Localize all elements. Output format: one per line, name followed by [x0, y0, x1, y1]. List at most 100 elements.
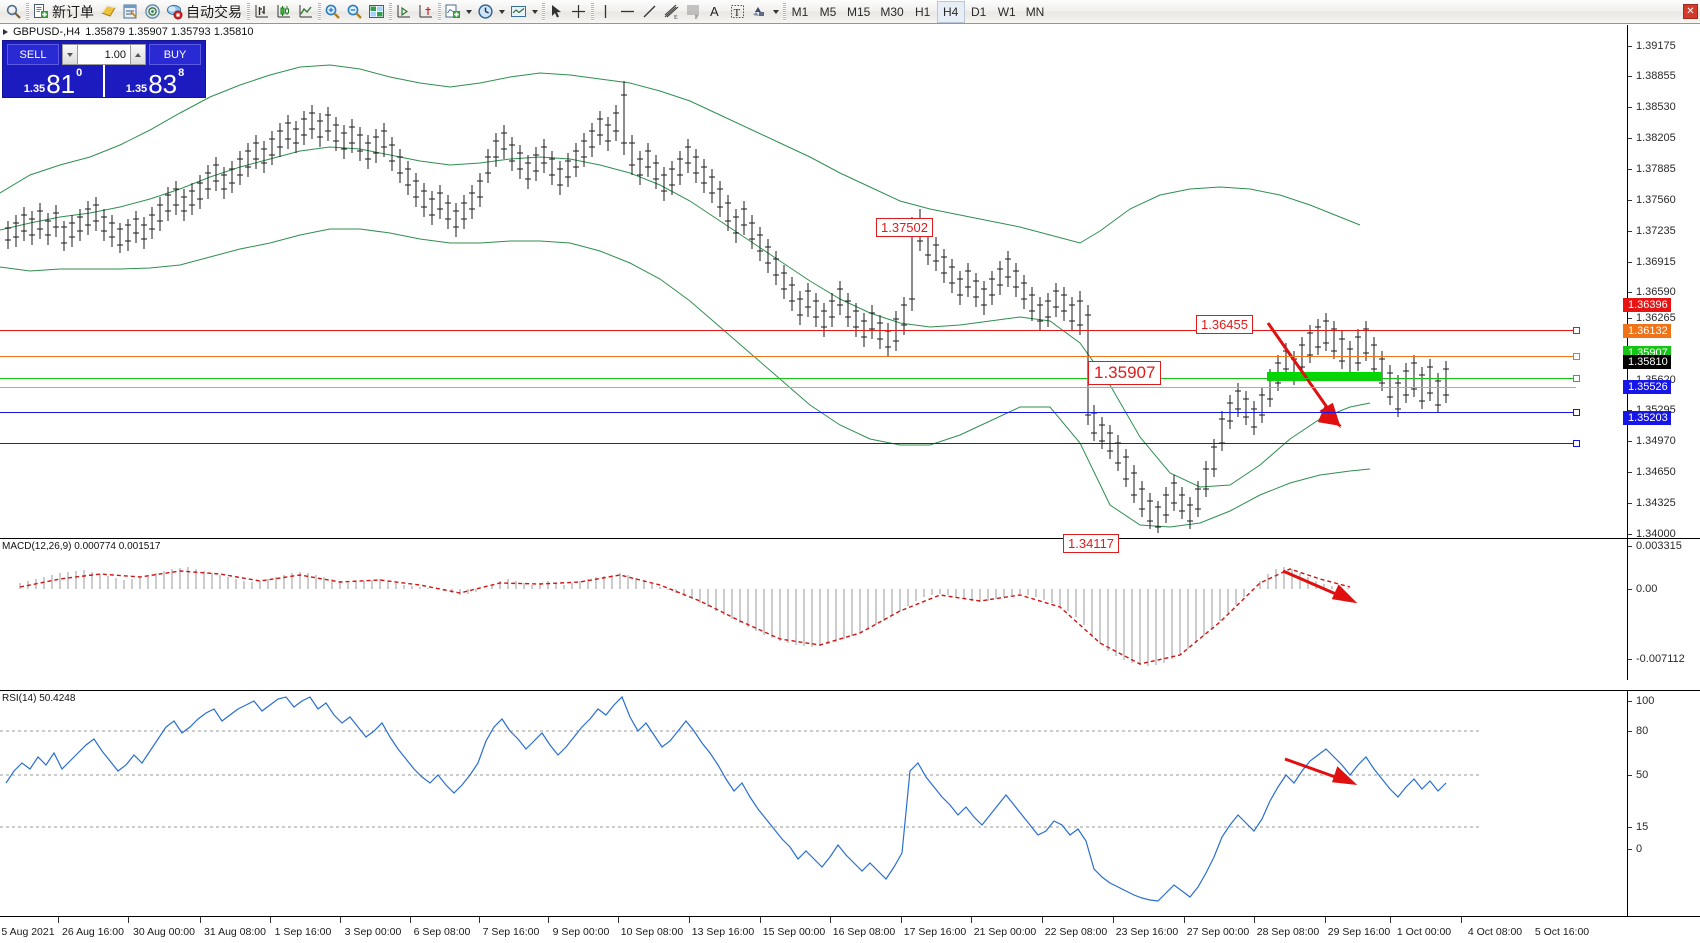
target-line-green[interactable]	[0, 375, 1580, 382]
time-label: 4 Oct 08:00	[1467, 926, 1523, 938]
rsi-indicator-label: RSI(14) 50.4248	[2, 693, 76, 704]
time-label: 29 Sep 16:00	[1327, 926, 1391, 938]
annotation-label[interactable]: 1.34117	[1063, 534, 1120, 553]
equidistant-channel-icon[interactable]: E	[660, 1, 682, 23]
volume-input[interactable]: 1.00	[78, 44, 130, 65]
macd-tick: 0.003315	[1628, 540, 1682, 552]
line-chart-icon[interactable]	[294, 1, 316, 23]
annotation-label[interactable]: 1.36455	[1196, 315, 1253, 334]
zoom-out-icon[interactable]	[343, 1, 365, 23]
timeframe-h1[interactable]: H1	[915, 4, 931, 19]
time-axis-separator	[58, 917, 59, 923]
timeframe-m15[interactable]: M15	[847, 4, 871, 19]
price-tick: 1.38530	[1628, 101, 1676, 113]
rsi-pane[interactable]: RSI(14) 50.4248 100 80 50 15 0	[0, 690, 1700, 916]
price-pane[interactable]: 1.37502 1.36455 1.35907 1.34117 1.39175 …	[0, 25, 1700, 553]
time-label: 9 Sep 00:00	[552, 926, 610, 938]
shapes-icon[interactable]	[748, 1, 770, 23]
period-icon[interactable]	[474, 1, 496, 23]
timeframe-w1[interactable]: W1	[997, 4, 1016, 19]
text-label-icon[interactable]: T	[726, 1, 748, 23]
price-scale[interactable]: 1.39175 1.38855 1.38530 1.38205 1.37885 …	[1623, 25, 1700, 540]
timeframe-d1[interactable]: D1	[971, 4, 987, 19]
close-icon[interactable]: ✕	[1683, 4, 1698, 19]
new-order-icon[interactable]	[29, 1, 51, 23]
buy-button[interactable]: BUY	[149, 44, 201, 65]
macd-canvas[interactable]	[0, 539, 1596, 681]
bid-price-main: 81	[46, 69, 76, 99]
price-tick: 1.37235	[1628, 225, 1676, 237]
price-chart-canvas[interactable]	[0, 25, 1596, 538]
rsi-canvas[interactable]	[0, 691, 1596, 917]
timeframe-m30[interactable]: M30	[880, 4, 904, 19]
price-level-tag[interactable]: 1.36396	[1623, 298, 1671, 312]
expert-advisor-icon[interactable]	[97, 1, 119, 23]
volume-stepper[interactable]: 1.00	[62, 44, 146, 65]
resistance-line-2[interactable]	[0, 353, 1580, 360]
chart-restore-icon[interactable]	[3, 29, 8, 35]
annotation-label[interactable]: 1.37502	[876, 218, 933, 237]
chevron-down-icon[interactable]	[496, 1, 507, 23]
toolbar-separator	[316, 2, 321, 22]
chart-shift-icon[interactable]	[414, 1, 436, 23]
data-window-icon[interactable]	[119, 1, 141, 23]
tile-windows-icon[interactable]	[365, 1, 387, 23]
price-tick: 1.37560	[1628, 194, 1676, 206]
price-level-tag[interactable]: 1.36132	[1623, 324, 1671, 338]
timeframe-m5[interactable]: M5	[819, 4, 837, 19]
cursor-icon[interactable]	[545, 1, 567, 23]
timeframe-m1[interactable]: M1	[791, 4, 809, 19]
macd-scale: 0.003315 0.00 -0.007112	[1628, 539, 1700, 680]
volume-decrease-button[interactable]	[62, 44, 78, 65]
indicators-icon[interactable]	[441, 1, 463, 23]
timeframe-h4[interactable]: H4	[936, 0, 965, 23]
time-label: 5 Oct 16:00	[1534, 926, 1590, 938]
time-axis-separator	[340, 917, 341, 923]
time-label: 6 Sep 08:00	[413, 926, 471, 938]
chevron-down-icon[interactable]	[529, 1, 540, 23]
templates-icon[interactable]	[507, 1, 529, 23]
time-label: 26 Aug 16:00	[62, 926, 124, 938]
bid-price-display[interactable]: 1.35 81 0	[3, 65, 103, 97]
resistance-line-1[interactable]	[0, 327, 1580, 334]
trendline-icon[interactable]	[638, 1, 660, 23]
price-tick: 1.36915	[1628, 256, 1676, 268]
ask-price-display[interactable]: 1.35 83 8	[103, 65, 205, 97]
volume-increase-button[interactable]	[130, 44, 146, 65]
macd-pane[interactable]: MACD(12,26,9) 0.000774 0.001517	[0, 538, 1700, 680]
price-level-tag[interactable]: 1.35526	[1623, 380, 1671, 394]
zoom-in-icon[interactable]	[321, 1, 343, 23]
navigator-icon[interactable]	[141, 1, 163, 23]
support-line-1[interactable]	[0, 409, 1580, 416]
autotrading-label[interactable]: 自动交易	[186, 3, 242, 20]
time-axis-separator	[128, 917, 129, 923]
auto-scroll-icon[interactable]	[392, 1, 414, 23]
support-line-2[interactable]	[0, 440, 1580, 447]
price-level-tag[interactable]: 1.35203	[1623, 411, 1671, 425]
vertical-line-icon[interactable]	[594, 1, 616, 23]
price-tick: 1.36265	[1628, 312, 1676, 324]
bollinger-middle-band	[0, 146, 1371, 488]
new-order-label[interactable]: 新订单	[52, 3, 94, 20]
chevron-down-icon[interactable]	[770, 1, 781, 23]
time-axis-separator	[1461, 917, 1462, 923]
text-icon[interactable]: A	[704, 1, 726, 23]
main-toolbar: 新订单	[0, 0, 1700, 24]
crosshair-icon[interactable]	[567, 1, 589, 23]
fibonacci-icon[interactable]: F	[682, 1, 704, 23]
annotation-label[interactable]: 1.35907	[1088, 361, 1162, 385]
time-axis-separator	[270, 917, 271, 923]
chevron-down-icon[interactable]	[463, 1, 474, 23]
candlestick-chart-icon[interactable]	[272, 1, 294, 23]
time-label: 22 Sep 08:00	[1044, 926, 1108, 938]
time-axis[interactable]: 5 Aug 2021 26 Aug 16:00 30 Aug 00:00 31 …	[0, 916, 1700, 942]
timeframe-mn[interactable]: MN	[1025, 4, 1045, 19]
price-tick: 1.38205	[1628, 132, 1676, 144]
autotrading-icon[interactable]	[163, 1, 185, 23]
price-tick: 1.34650	[1628, 466, 1676, 478]
sell-button[interactable]: SELL	[7, 44, 59, 65]
search-icon[interactable]	[2, 1, 24, 23]
ask-price-prefix: 1.35	[125, 83, 148, 95]
bar-chart-icon[interactable]	[250, 1, 272, 23]
horizontal-line-icon[interactable]	[616, 1, 638, 23]
